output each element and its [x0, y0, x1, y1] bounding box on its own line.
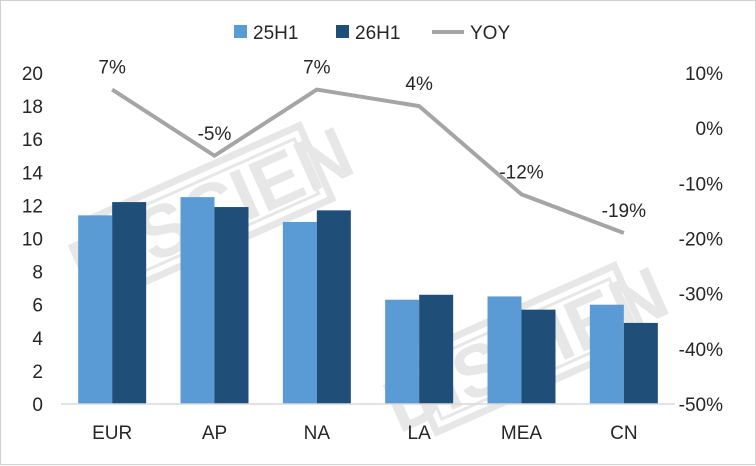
- yoy-data-label: 7%: [98, 58, 126, 79]
- y-right-tick-label: -10%: [679, 174, 723, 195]
- y-left-tick-label: 6: [32, 296, 43, 317]
- legend-swatch-25h1: [234, 25, 247, 38]
- y-right-tick-label: -20%: [679, 230, 723, 251]
- y-left-tick-label: 8: [32, 263, 43, 284]
- y-left-tick-label: 10: [22, 230, 43, 251]
- y-right-tick-label: -50%: [679, 395, 723, 416]
- y-left-tick-label: 12: [22, 196, 43, 217]
- y-left-tick-label: 20: [22, 64, 43, 85]
- bar-26h1-ap: [214, 207, 249, 404]
- x-tick-label: MEA: [501, 423, 543, 444]
- y-left-tick-label: 14: [22, 163, 44, 184]
- bar-25h1-mea: [487, 296, 522, 404]
- legend-label-26h1: 26H1: [355, 23, 400, 44]
- y-left-tick-label: 16: [22, 130, 43, 151]
- yoy-data-label: 7%: [303, 58, 331, 79]
- y-left-tick-label: 2: [32, 362, 43, 383]
- yoy-data-label: 4%: [405, 74, 433, 95]
- y-left-tick-label: 0: [32, 395, 43, 416]
- yoy-data-label: -19%: [602, 201, 646, 222]
- yoy-line: [111, 87, 625, 235]
- bar-26h1-eur: [112, 202, 147, 404]
- bar-25h1-eur: [78, 215, 113, 404]
- bar-26h1-na: [316, 210, 351, 404]
- yoy-data-label: -12%: [499, 162, 543, 183]
- bar-26h1-la: [419, 294, 454, 404]
- bar-26h1-cn: [623, 322, 658, 404]
- watermark: DISCIENDISCIEN: [57, 110, 680, 448]
- y-left-tick-label: 18: [22, 97, 43, 118]
- y-right-tick-label: 0%: [696, 119, 724, 140]
- bar-25h1-cn: [589, 304, 624, 404]
- x-tick-label: EUR: [92, 423, 132, 444]
- y-right-tick-label: 10%: [685, 64, 723, 85]
- legend-label-25h1: 25H1: [253, 23, 298, 44]
- yoy-data-label: -5%: [198, 124, 232, 145]
- legend: 25H1 26H1 YOY: [234, 23, 510, 44]
- bar-26h1-mea: [521, 309, 556, 404]
- y-right-tick-label: -40%: [679, 340, 723, 361]
- legend-swatch-26h1: [336, 25, 349, 38]
- legend-label-yoy: YOY: [470, 23, 510, 44]
- bar-25h1-la: [385, 299, 420, 404]
- y-right-tick-label: -30%: [679, 285, 723, 306]
- x-tick-label: NA: [304, 423, 331, 444]
- x-tick-label: CN: [610, 423, 637, 444]
- bar-25h1-na: [282, 221, 317, 404]
- y-left-tick-label: 4: [32, 329, 43, 350]
- x-tick-label: AP: [202, 423, 227, 444]
- x-tick-label: LA: [408, 423, 432, 444]
- bar-25h1-ap: [180, 197, 215, 404]
